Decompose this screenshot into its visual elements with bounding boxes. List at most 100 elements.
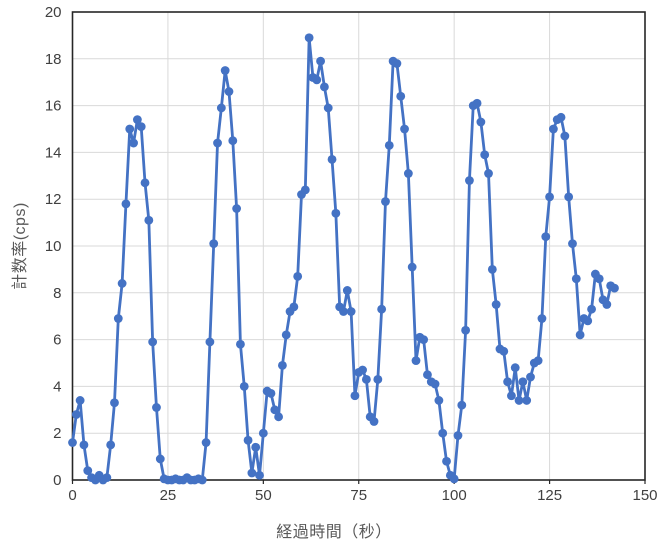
data-point-marker (449, 474, 459, 484)
data-point-marker (102, 473, 112, 483)
data-point-marker (312, 75, 322, 85)
data-point-marker (121, 199, 131, 209)
data-point-marker (304, 33, 314, 43)
data-point-marker (545, 192, 554, 202)
data-point-marker (358, 365, 367, 375)
data-point-marker (361, 374, 371, 384)
data-point-marker (575, 330, 585, 340)
data-point-marker (568, 239, 577, 249)
data-point-marker (423, 370, 432, 380)
data-point-marker (396, 91, 406, 101)
data-point-marker (83, 466, 93, 476)
data-point-marker (610, 283, 619, 293)
data-point-marker (430, 379, 440, 389)
data-point-marker (472, 98, 482, 108)
data-point-marker (510, 363, 520, 373)
gridlines (72, 12, 645, 480)
data-point-marker (602, 300, 612, 309)
y-axis-tick-labels: 0 2 4 6 8 10 12 14 16 18 20 (45, 4, 62, 489)
data-point-marker (144, 215, 154, 225)
data-point-marker (251, 442, 261, 452)
data-point-marker (281, 330, 291, 340)
x-axis-title: 経過時間（秒） (276, 524, 392, 541)
data-point-marker (300, 185, 310, 195)
data-point-marker (522, 396, 532, 405)
data-point-marker (541, 232, 551, 242)
data-point-marker (491, 300, 501, 309)
x-tick-label-0: 0 (68, 487, 76, 504)
data-point-marker (342, 286, 352, 295)
data-point-marker (236, 339, 245, 349)
data-point-marker (442, 456, 451, 466)
data-point-marker (113, 314, 123, 323)
x-axis-tick-labels: 0 25 50 75 100 125 150 (68, 487, 657, 504)
data-point-marker (209, 239, 219, 249)
data-point-marker (197, 475, 207, 485)
data-point-marker (327, 155, 337, 164)
data-point-marker (255, 470, 264, 480)
data-point-marker (400, 124, 409, 134)
data-point-marker (331, 208, 341, 218)
data-point-marker (507, 391, 516, 401)
data-point-marker (411, 356, 421, 366)
data-point-marker (526, 372, 535, 382)
data-point-marker (129, 138, 138, 148)
data-point-marker (220, 66, 230, 75)
data-point-marker (316, 56, 325, 66)
data-point-marker (503, 377, 512, 387)
data-point-marker (487, 265, 497, 274)
data-point-marker (79, 440, 89, 450)
data-point-marker (289, 302, 299, 312)
data-point-marker (258, 428, 268, 438)
data-point-marker (514, 396, 524, 405)
data-point-marker (232, 204, 242, 213)
data-point-marker (560, 131, 570, 141)
data-point-marker (125, 124, 135, 134)
data-point-marker (419, 335, 429, 344)
data-point-marker (140, 178, 150, 188)
data-point-marker (434, 396, 444, 405)
data-point-marker (278, 360, 287, 370)
data-point-marker (201, 438, 211, 447)
data-point-marker (564, 192, 574, 202)
x-tick-label-100: 100 (442, 487, 467, 504)
data-point-marker (224, 87, 234, 96)
y-tick-label-10: 10 (45, 238, 62, 255)
data-point-marker (117, 279, 127, 288)
data-series-count-rate (68, 33, 619, 485)
data-point-marker (346, 307, 356, 316)
data-point-marker (392, 59, 402, 68)
data-point-marker (132, 115, 142, 125)
data-point-marker (247, 468, 257, 478)
data-point-marker (373, 374, 383, 384)
data-point-marker (480, 150, 490, 160)
data-point-marker (293, 272, 303, 281)
data-point-marker (239, 382, 249, 391)
data-point-marker (583, 316, 593, 326)
data-point-marker (243, 435, 253, 445)
data-point-marker (484, 169, 493, 178)
data-point-marker (465, 176, 474, 185)
x-tick-label-50: 50 (255, 487, 272, 504)
y-tick-label-6: 6 (53, 332, 61, 349)
x-tick-label-25: 25 (160, 487, 177, 504)
data-point-marker (518, 377, 528, 387)
data-point-marker (381, 197, 390, 206)
data-point-marker (594, 274, 604, 284)
data-point-marker (75, 396, 85, 405)
data-point-marker (537, 314, 547, 323)
data-point-marker (68, 438, 77, 447)
y-tick-label-16: 16 (45, 98, 62, 115)
y-tick-label-14: 14 (45, 144, 62, 161)
data-point-marker (270, 405, 280, 415)
x-tick-label-75: 75 (350, 487, 367, 504)
y-tick-label-4: 4 (53, 378, 61, 395)
data-point-marker (320, 82, 329, 92)
data-point-marker (369, 417, 379, 426)
x-tick-label-125: 125 (537, 487, 562, 504)
data-point-marker (407, 262, 417, 272)
data-point-marker (403, 169, 413, 178)
data-point-marker (274, 412, 283, 422)
y-tick-label-8: 8 (53, 285, 61, 302)
